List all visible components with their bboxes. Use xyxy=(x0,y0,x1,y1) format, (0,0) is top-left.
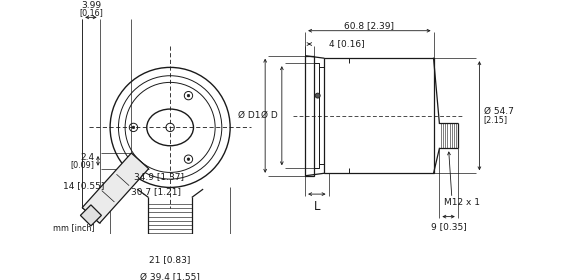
Text: 4 [0.16]: 4 [0.16] xyxy=(329,39,364,48)
Bar xyxy=(305,56,314,176)
Text: 2.4: 2.4 xyxy=(80,153,94,162)
Polygon shape xyxy=(82,153,149,223)
Text: Ø D: Ø D xyxy=(261,111,278,120)
Text: 3.99: 3.99 xyxy=(81,1,101,10)
Text: 21 [0.83]: 21 [0.83] xyxy=(149,255,191,264)
Bar xyxy=(314,63,319,168)
Text: [2.15]: [2.15] xyxy=(483,115,507,124)
Text: 9 [0.35]: 9 [0.35] xyxy=(430,222,466,232)
Circle shape xyxy=(187,94,190,97)
Text: L: L xyxy=(314,200,320,213)
Text: Ø 39.4 [1.55]: Ø 39.4 [1.55] xyxy=(140,273,200,280)
Circle shape xyxy=(132,126,135,129)
Bar xyxy=(319,67,324,164)
Bar xyxy=(324,58,433,173)
Polygon shape xyxy=(80,205,101,226)
Text: [0.09]: [0.09] xyxy=(71,160,94,169)
Text: 60.8 [2.39]: 60.8 [2.39] xyxy=(345,21,395,30)
Circle shape xyxy=(187,158,190,160)
Text: mm [inch]: mm [inch] xyxy=(53,223,95,232)
Text: 30.7 [1.21]: 30.7 [1.21] xyxy=(130,187,180,196)
Text: 14 [0.55]: 14 [0.55] xyxy=(64,181,105,190)
Circle shape xyxy=(315,93,320,98)
Text: [0.16]: [0.16] xyxy=(79,8,103,17)
Text: Ø 54.7: Ø 54.7 xyxy=(483,107,514,116)
Text: 34.9 [1.37]: 34.9 [1.37] xyxy=(134,172,184,181)
Text: M12 x 1: M12 x 1 xyxy=(443,198,479,207)
Text: Ø D1: Ø D1 xyxy=(238,111,261,120)
